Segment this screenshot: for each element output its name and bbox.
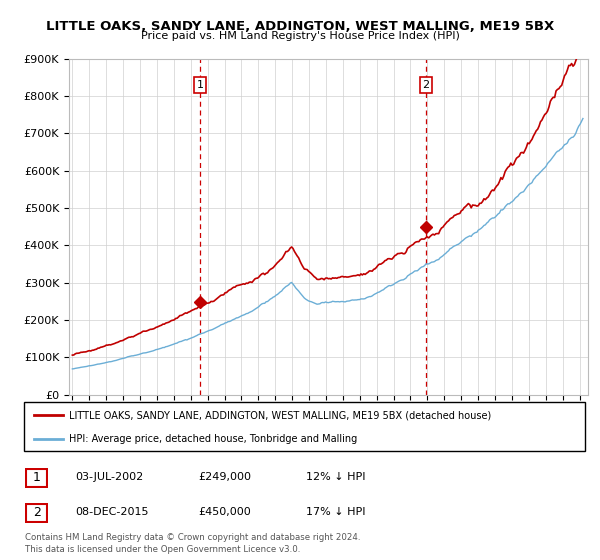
Text: 12% ↓ HPI: 12% ↓ HPI bbox=[306, 472, 365, 482]
FancyBboxPatch shape bbox=[26, 504, 47, 522]
Text: 2: 2 bbox=[422, 80, 430, 90]
Text: 1: 1 bbox=[196, 80, 203, 90]
Text: Contains HM Land Registry data © Crown copyright and database right 2024.: Contains HM Land Registry data © Crown c… bbox=[25, 533, 361, 542]
Text: 1: 1 bbox=[32, 471, 41, 484]
Text: 17% ↓ HPI: 17% ↓ HPI bbox=[306, 507, 365, 517]
Text: Price paid vs. HM Land Registry's House Price Index (HPI): Price paid vs. HM Land Registry's House … bbox=[140, 31, 460, 41]
Text: £450,000: £450,000 bbox=[198, 507, 251, 517]
Text: LITTLE OAKS, SANDY LANE, ADDINGTON, WEST MALLING, ME19 5BX (detached house): LITTLE OAKS, SANDY LANE, ADDINGTON, WEST… bbox=[69, 410, 491, 421]
Text: 2: 2 bbox=[32, 506, 41, 520]
FancyBboxPatch shape bbox=[26, 469, 47, 487]
Text: 03-JUL-2002: 03-JUL-2002 bbox=[75, 472, 143, 482]
FancyBboxPatch shape bbox=[24, 402, 585, 451]
Text: 08-DEC-2015: 08-DEC-2015 bbox=[75, 507, 149, 517]
Text: £249,000: £249,000 bbox=[198, 472, 251, 482]
Text: This data is licensed under the Open Government Licence v3.0.: This data is licensed under the Open Gov… bbox=[25, 545, 301, 554]
Text: HPI: Average price, detached house, Tonbridge and Malling: HPI: Average price, detached house, Tonb… bbox=[69, 434, 357, 444]
Text: LITTLE OAKS, SANDY LANE, ADDINGTON, WEST MALLING, ME19 5BX: LITTLE OAKS, SANDY LANE, ADDINGTON, WEST… bbox=[46, 20, 554, 32]
